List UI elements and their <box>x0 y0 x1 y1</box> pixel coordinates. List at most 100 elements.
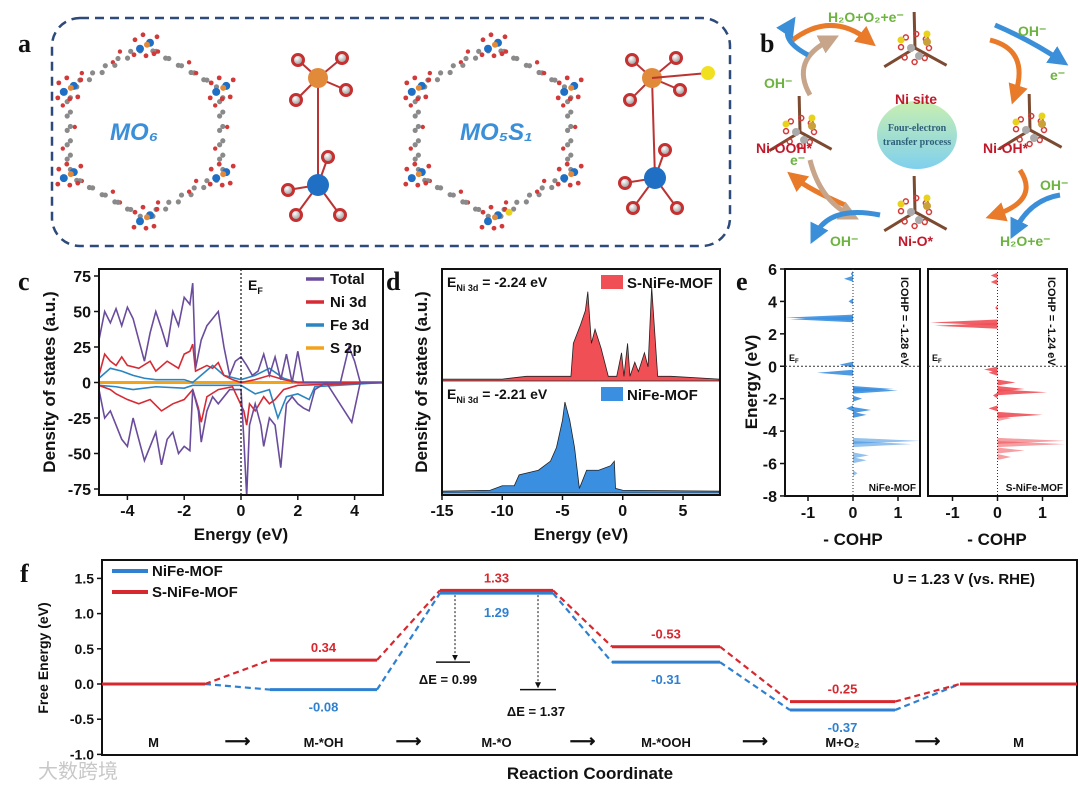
oxygen-atom <box>564 75 570 81</box>
sulfur-atom <box>1012 118 1020 126</box>
oxygen-atom <box>420 124 425 130</box>
ni-atom <box>800 136 808 144</box>
tick-label: -75 <box>68 482 91 499</box>
dos-line-fe-3d-down <box>99 381 383 421</box>
tick-label: -15 <box>430 503 453 520</box>
metal-atom <box>560 87 569 96</box>
potential-annotation: U = 1.23 V (vs. RHE) <box>893 571 1035 588</box>
cohp-spike <box>844 275 853 282</box>
cohp-spike <box>993 392 998 399</box>
oxygen-atom <box>131 52 137 58</box>
step-arrow: ⟶ <box>396 731 422 751</box>
oxygen-atom <box>488 32 494 38</box>
oxygen-atom <box>412 161 418 167</box>
linker <box>914 46 948 67</box>
cohp-spike <box>853 452 869 459</box>
legend-label: Total <box>330 271 365 288</box>
cohp-spike <box>995 304 998 311</box>
tick-label: 75 <box>73 269 91 286</box>
carbon-atom <box>220 109 226 115</box>
cohp-spike <box>934 322 998 329</box>
oxygen-atom <box>333 208 347 222</box>
carbon-atom <box>220 123 226 130</box>
legend-swatch-nife <box>601 387 623 401</box>
reaction-arrow <box>985 168 1029 222</box>
panel-a-letter: a <box>18 29 31 58</box>
cohp-spike <box>997 447 1025 454</box>
carbon-atom <box>450 63 456 69</box>
transition-line <box>552 589 613 648</box>
dos-line-fe-3d-up <box>99 364 383 384</box>
cohp-spike <box>997 379 1016 386</box>
tick-label: 0.0 <box>75 676 95 692</box>
oxygen-atom <box>75 94 81 100</box>
metal-atom-fe <box>308 68 328 88</box>
oxygen-atom <box>67 182 73 188</box>
oxygen-atom <box>335 51 349 65</box>
legend-snife: S-NiFe-MOF <box>627 275 713 292</box>
cohp-spike <box>853 411 867 418</box>
species-oh-lower-right: OH⁻ <box>1040 177 1068 193</box>
plot-frame <box>101 559 1078 756</box>
oxygen-atom <box>193 178 199 184</box>
dos-line-ni-3d-up <box>99 343 383 384</box>
cohp-spike <box>850 270 853 277</box>
oxygen-atom <box>902 34 910 41</box>
fe-atom <box>808 122 816 130</box>
reaction-arrow <box>788 23 876 47</box>
carbon-atom <box>565 156 571 162</box>
bond <box>651 72 709 79</box>
carbon-atom <box>220 138 226 144</box>
metal-atom <box>144 41 150 48</box>
panel-b-letter: b <box>760 29 774 58</box>
step-arrow: ⟶ <box>570 731 596 751</box>
icohp-nife: ICOHP = -1.28 eV <box>898 277 910 366</box>
y-axis-title: Energy (eV) <box>742 335 761 429</box>
panel-a-frame <box>50 16 732 248</box>
species-oh-top-right: OH⁻ <box>1018 23 1046 39</box>
species-e-right: e⁻ <box>1050 67 1065 83</box>
metal-atom <box>212 174 221 183</box>
plot-frame <box>441 268 721 496</box>
carbon-atom <box>539 185 545 191</box>
oxygen-atom <box>1026 140 1033 148</box>
oxygen-atom <box>408 146 413 151</box>
oxygen-atom <box>225 124 230 130</box>
panel-b: b Four-electron transfer process Ni site… <box>756 9 1068 249</box>
oxygen-atom <box>810 128 818 136</box>
energy-label: 1.29 <box>484 605 509 620</box>
oxygen-atom <box>321 150 335 164</box>
sulfur-atom <box>782 120 790 128</box>
tick-label: -25 <box>68 411 91 428</box>
oxygen-atom <box>227 180 233 186</box>
oxygen-atom <box>151 51 157 57</box>
carbon-atom <box>67 152 73 158</box>
transition-line <box>204 659 271 686</box>
carbon-atom <box>64 127 70 133</box>
oxygen-atom <box>901 218 908 225</box>
tick-label: -50 <box>68 447 91 464</box>
fe-atom <box>923 38 931 46</box>
metal-atom <box>415 84 422 91</box>
panel-f-letter: f <box>20 559 29 588</box>
tick-label: 50 <box>73 305 91 322</box>
carbon-atom <box>128 48 134 54</box>
carbon-atom <box>472 55 479 61</box>
oxygen-atom <box>56 80 62 86</box>
metal-atom <box>144 214 150 221</box>
tick-label: 0 <box>618 503 627 520</box>
cohp-spike <box>990 278 998 285</box>
carbon-atom <box>191 185 197 191</box>
carbon-atom <box>102 63 108 69</box>
oxygen-atom <box>1012 125 1020 133</box>
species-h2o-e: H₂O+e⁻ <box>1000 233 1051 249</box>
panel-f-free-energy: f 1.5 1.0 0.5 0.0 -0.5 -1.0 -0.08 1.29 -0.31 -0.3… <box>20 559 1078 783</box>
oxygen-atom <box>230 77 236 83</box>
dos-line-total-down <box>99 381 383 495</box>
tick-label: -2 <box>177 503 191 520</box>
step-label: M-*OOH <box>641 735 691 750</box>
carbon-atom <box>217 142 223 148</box>
carbon-atom <box>217 113 223 119</box>
energy-label: -0.37 <box>828 720 858 735</box>
species-h2o-o2-e: H₂O+O₂+e⁻ <box>828 9 904 25</box>
